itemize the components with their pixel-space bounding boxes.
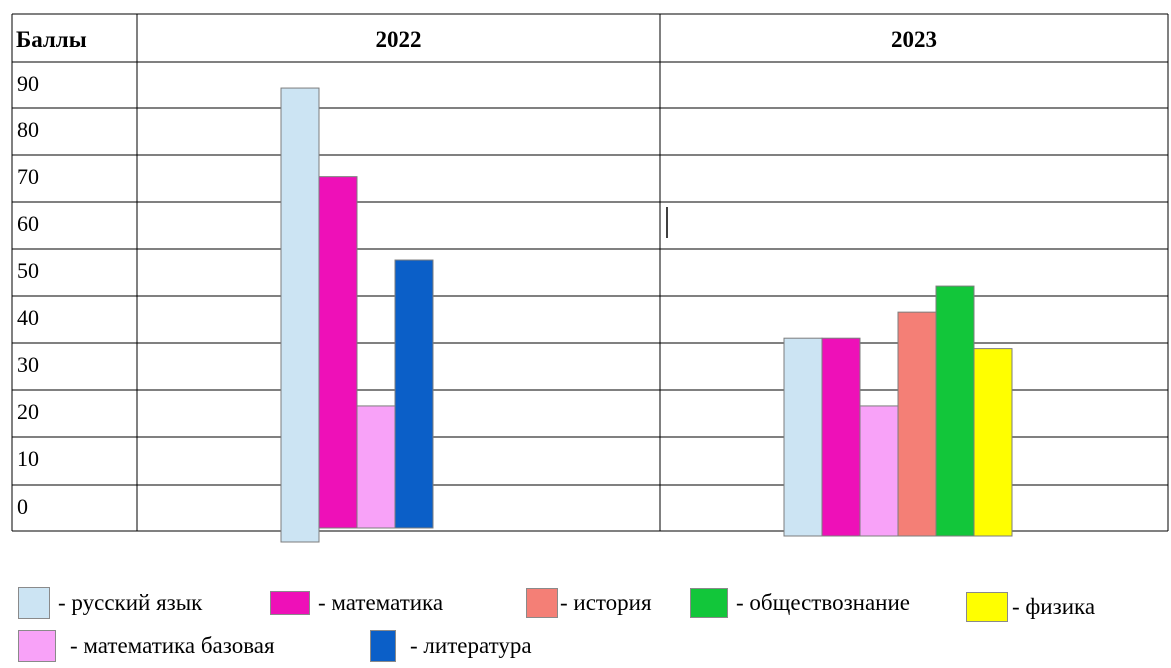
legend-swatch-math-basic xyxy=(18,630,56,662)
legend: - русский язык - математика - история - … xyxy=(0,578,1171,668)
legend-label-history: - история xyxy=(560,590,652,615)
legend-item-history: - история xyxy=(526,588,652,618)
bar-2023-русский-язык xyxy=(783,337,823,537)
y-tick-label: 30 xyxy=(17,352,39,377)
bar-2022-русский-язык xyxy=(280,87,320,543)
bar-2023-математика xyxy=(821,337,861,537)
bar-chart: Баллы 2022 2023 90 80 70 60 50 40 30 20 10 0 xyxy=(11,13,1169,543)
bar-2023-математика-базовая xyxy=(859,405,899,537)
bar-2023-обществознание xyxy=(935,285,975,537)
y-tick-label: 40 xyxy=(17,305,39,330)
legend-item-math-basic: - математика базовая xyxy=(18,630,275,662)
legend-swatch-history xyxy=(526,588,558,618)
bar-2023-физика xyxy=(973,348,1013,537)
legend-label-math: - математика xyxy=(318,590,444,615)
bar-2022-математика xyxy=(318,176,358,529)
y-tick-label: 20 xyxy=(17,399,39,424)
y-tick-label: 10 xyxy=(17,446,39,471)
legend-swatch-literature xyxy=(370,630,396,662)
y-tick-label: 90 xyxy=(17,71,39,96)
legend-label-physics: - физика xyxy=(1012,594,1096,619)
legend-item-social: - обществознание xyxy=(690,588,910,618)
legend-swatch-physics xyxy=(966,592,1008,622)
legend-item-physics: - физика xyxy=(966,592,1095,622)
legend-item-russian: - русский язык xyxy=(18,587,202,619)
legend-label-social: - обществознание xyxy=(736,590,910,615)
y-tick-label: 80 xyxy=(17,117,39,142)
header-label: Баллы xyxy=(16,27,87,52)
legend-swatch-social xyxy=(690,588,728,618)
bar-2023-история xyxy=(897,311,937,537)
bar-2022-математика-базовая xyxy=(356,405,396,529)
legend-swatch-russian xyxy=(18,587,50,619)
header-group-2023: 2023 xyxy=(891,27,937,52)
legend-swatch-math xyxy=(270,591,310,615)
legend-label-russian: - русский язык xyxy=(58,590,203,615)
bar-2022-литература xyxy=(394,259,434,529)
header-group-2022: 2022 xyxy=(376,27,422,52)
y-tick-label: 70 xyxy=(17,164,39,189)
y-tick-label: 60 xyxy=(17,211,39,236)
y-tick-label: 50 xyxy=(17,258,39,283)
legend-label-math-basic: - математика базовая xyxy=(70,633,275,658)
legend-item-literature: - литература xyxy=(370,630,532,662)
legend-label-literature: - литература xyxy=(410,633,532,658)
legend-item-math: - математика xyxy=(270,590,443,616)
y-tick-label: 0 xyxy=(17,494,28,519)
